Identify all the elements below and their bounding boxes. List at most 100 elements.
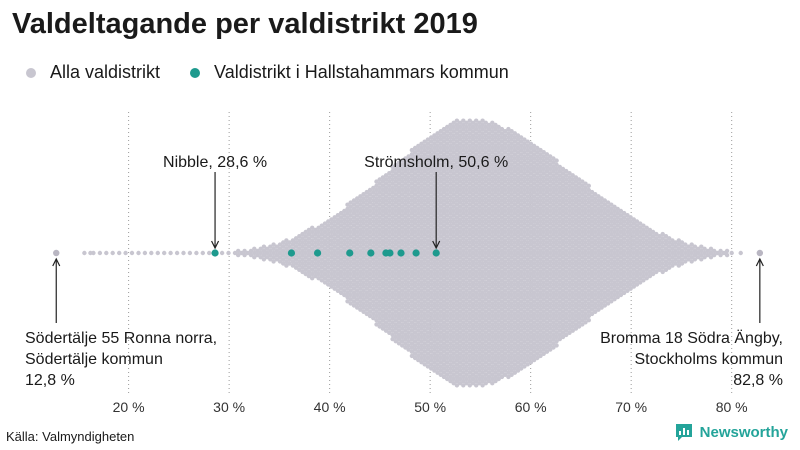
district-dot <box>445 196 450 201</box>
district-dot <box>464 250 469 256</box>
legend-label-hallstahammar: Valdistrikt i Hallstahammars kommun <box>214 62 509 82</box>
district-dot <box>451 372 456 377</box>
district-dot <box>441 357 447 363</box>
district-dot <box>104 250 109 256</box>
district-dot <box>457 326 463 331</box>
district-dot <box>425 347 431 352</box>
district-dot <box>448 185 453 191</box>
district-dot <box>435 362 440 367</box>
district-dot <box>435 299 440 304</box>
district-dot <box>393 280 398 285</box>
district-dot <box>506 244 511 249</box>
district-dot <box>548 259 553 264</box>
district-dot <box>519 252 524 258</box>
district-dot <box>345 290 350 296</box>
district-dot <box>531 303 537 308</box>
district-dot <box>358 303 363 308</box>
district-dot <box>187 250 193 256</box>
district-dot <box>493 215 498 220</box>
district-dot <box>457 187 463 193</box>
district-dot <box>467 248 472 254</box>
district-dot <box>374 221 379 226</box>
district-dot <box>499 202 505 207</box>
district-dot <box>326 231 331 237</box>
district-dot <box>435 131 440 136</box>
district-dot <box>438 334 443 340</box>
district-dot <box>544 269 550 275</box>
district-dot <box>448 210 453 216</box>
district-dot <box>548 309 553 314</box>
district-dot <box>493 370 498 375</box>
district-dot <box>412 238 418 243</box>
district-dot <box>519 139 524 144</box>
district-dot <box>486 282 492 287</box>
district-dot <box>557 303 562 308</box>
district-dot <box>548 334 553 340</box>
district-dot <box>470 129 476 134</box>
district-dot <box>383 227 389 233</box>
district-dot <box>483 221 488 226</box>
district-dot <box>429 269 434 275</box>
district-dot <box>467 273 472 279</box>
district-dot <box>519 219 524 224</box>
district-dot <box>474 122 479 128</box>
district-dot <box>480 265 485 270</box>
district-dot <box>535 145 540 151</box>
district-dot <box>451 364 456 369</box>
district-dot <box>470 267 476 272</box>
district-dot <box>519 164 524 170</box>
district-dot <box>409 185 415 191</box>
district-dot <box>403 290 408 296</box>
district-dot <box>464 255 469 260</box>
district-dot <box>345 236 350 241</box>
district-dot <box>412 313 418 319</box>
district-dot <box>490 187 495 193</box>
district-dot <box>412 145 418 151</box>
district-dot <box>474 206 479 212</box>
district-dot <box>348 297 353 302</box>
district-dot <box>483 129 488 134</box>
district-dot <box>355 284 360 289</box>
district-dot <box>522 200 527 205</box>
district-dot <box>355 208 360 214</box>
district-dot <box>541 339 546 344</box>
district-dot <box>499 362 505 367</box>
district-dot <box>406 339 411 344</box>
district-dot <box>528 292 534 298</box>
district-dot <box>438 192 443 197</box>
district-dot <box>451 288 456 293</box>
district-dot <box>554 200 559 205</box>
district-dot <box>499 315 505 321</box>
district-dot <box>496 217 501 222</box>
hallstahammar-point-1 <box>287 249 296 257</box>
district-dot <box>474 273 479 279</box>
district-dot <box>329 221 334 226</box>
district-dot <box>361 288 366 293</box>
district-dot <box>480 223 485 228</box>
district-dot <box>464 368 469 373</box>
district-dot <box>470 250 476 256</box>
district-dot <box>419 259 424 264</box>
district-dot <box>409 147 415 153</box>
district-dot <box>419 171 424 176</box>
district-dot <box>445 364 450 369</box>
district-dot <box>367 217 373 222</box>
district-dot <box>457 204 463 209</box>
district-dot <box>522 326 527 331</box>
district-dot <box>525 303 530 308</box>
district-dot <box>483 372 488 377</box>
district-dot <box>416 273 421 279</box>
district-dot <box>493 328 498 333</box>
district-dot <box>522 271 527 277</box>
district-dot <box>512 261 517 266</box>
district-dot <box>88 250 93 256</box>
district-dot <box>441 185 447 191</box>
district-dot <box>306 273 312 279</box>
district-dot <box>499 370 505 375</box>
district-dot <box>535 301 540 306</box>
district-dot <box>477 351 482 356</box>
district-dot <box>429 282 434 287</box>
district-dot <box>371 223 376 228</box>
district-dot <box>322 271 328 277</box>
district-dot <box>412 158 418 163</box>
